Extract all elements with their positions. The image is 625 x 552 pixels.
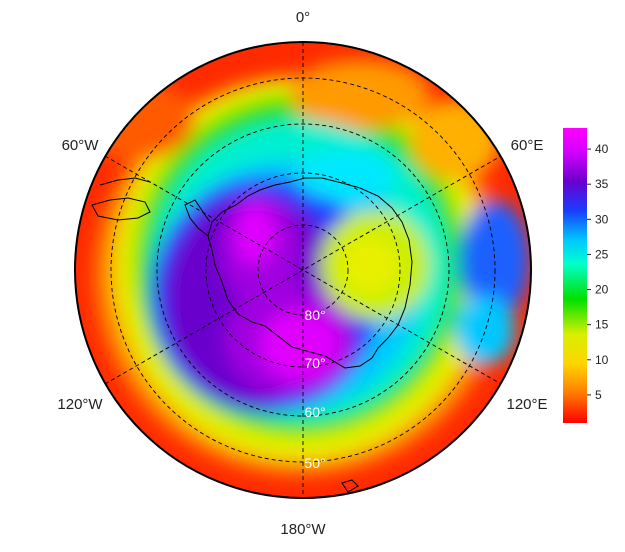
colorbar-ticks: 5 10 15 20 25 30 35 40 [587,142,609,402]
graticule [104,42,502,498]
data-field [75,42,531,498]
colorbar-tick-label: 10 [595,353,609,367]
colorbar-tick-label: 5 [595,388,602,402]
lat-label-80: 80° [304,307,325,323]
lon-label-120w: 120°W [57,396,103,413]
lon-label-0: 0° [296,9,310,26]
colorbar-gradient [563,128,587,423]
colorbar-tick-label: 30 [595,212,609,226]
colorbar: 5 10 15 20 25 30 35 40 [563,128,609,423]
colorbar-tick-label: 15 [595,318,609,332]
colorbar-tick-label: 35 [595,177,609,191]
lat-label-60: 60° [304,404,325,420]
lon-label-60e: 60°E [511,137,544,154]
lat-label-70: 70° [304,355,325,371]
colorbar-tick-label: 20 [595,283,609,297]
lat-label-50: 50° [304,455,325,471]
lon-label-120e: 120°E [506,396,547,413]
lon-label-180w: 180°W [280,521,326,538]
colorbar-tick-label: 40 [595,142,609,156]
colorbar-tick-label: 25 [595,247,609,261]
map-boundary [74,41,532,499]
lon-label-60w: 60°W [62,137,100,154]
